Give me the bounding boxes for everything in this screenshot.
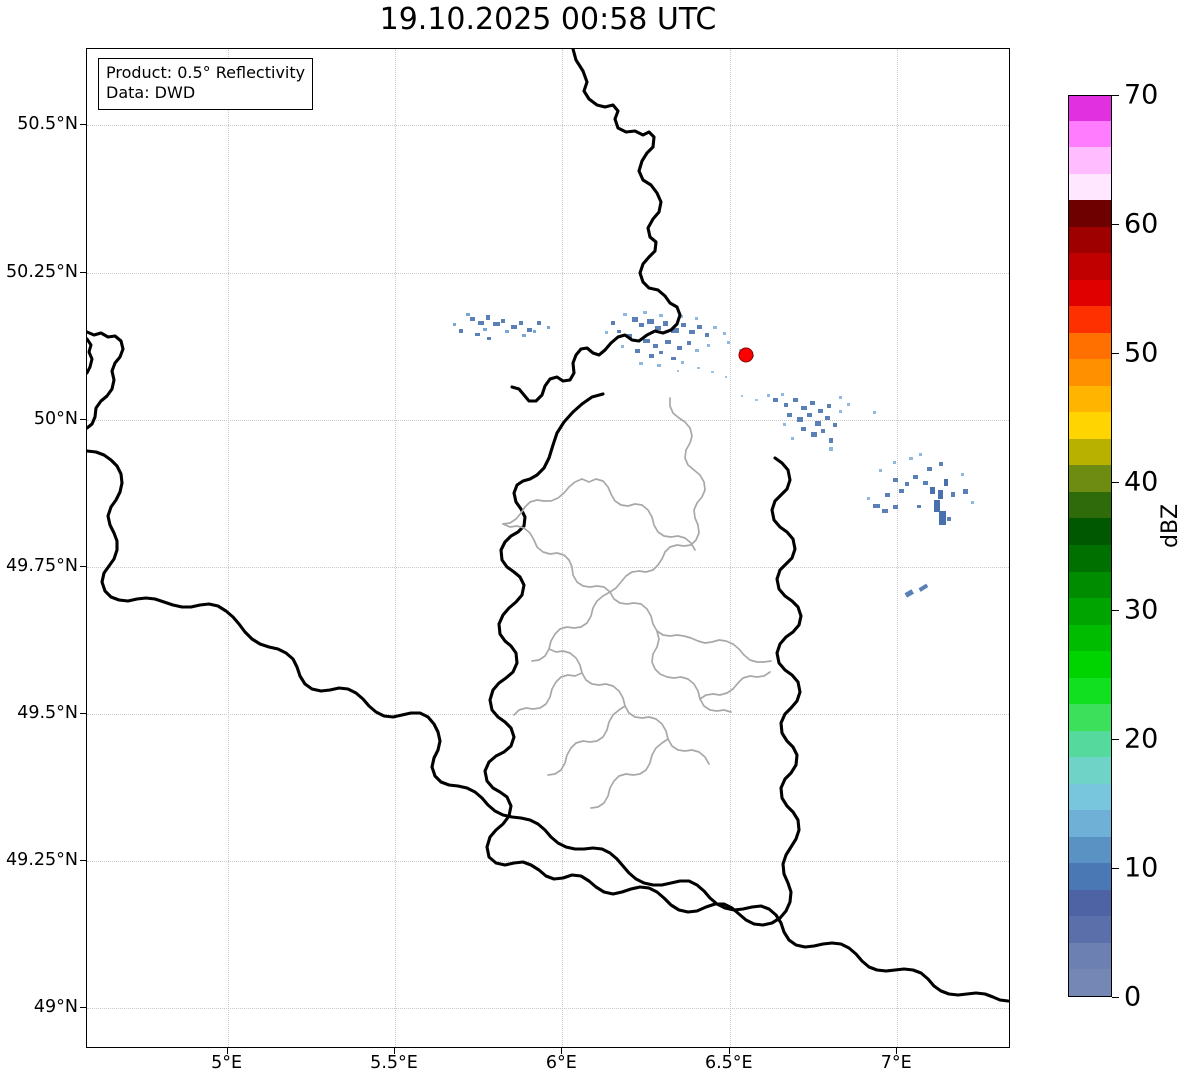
colorbar-band-28 bbox=[1069, 226, 1111, 254]
colorbar-band-27 bbox=[1069, 252, 1111, 280]
colorbar-tick-1 bbox=[1112, 868, 1119, 870]
colorbar-tick-label-5: 50 bbox=[1124, 337, 1159, 369]
colorbar-band-25 bbox=[1069, 305, 1111, 333]
lon-tick-mark-0 bbox=[226, 1048, 228, 1054]
lon-tick-label-3: 6.5°E bbox=[704, 1053, 753, 1073]
colorbar-tick-label-2: 20 bbox=[1124, 723, 1159, 755]
lon-tick-label-0: 5°E bbox=[211, 1053, 243, 1073]
colorbar[interactable] bbox=[1068, 95, 1112, 997]
colorbar-band-0 bbox=[1069, 968, 1111, 996]
colorbar-tick-label-0: 0 bbox=[1124, 981, 1142, 1013]
colorbar-tick-label-3: 30 bbox=[1124, 594, 1159, 626]
colorbar-tick-label-7: 70 bbox=[1124, 79, 1159, 111]
colorbar-band-3 bbox=[1069, 889, 1111, 917]
colorbar-tick-7 bbox=[1112, 95, 1119, 96]
colorbar-gradient bbox=[1068, 95, 1112, 997]
colorbar-tick-3 bbox=[1112, 610, 1119, 612]
colorbar-tick-0 bbox=[1112, 997, 1119, 998]
lon-tick-mark-3 bbox=[728, 1048, 730, 1054]
colorbar-tick-2 bbox=[1112, 739, 1119, 741]
colorbar-band-7 bbox=[1069, 783, 1111, 811]
lat-tick-label-4: 49.5°N bbox=[17, 702, 78, 723]
lon-tick-label-4: 7°E bbox=[880, 1053, 912, 1073]
colorbar-tick-5 bbox=[1112, 352, 1119, 354]
colorbar-band-24 bbox=[1069, 332, 1111, 360]
product-info-box: Product: 0.5° Reflectivity Data: DWD bbox=[98, 58, 314, 110]
lat-tick-label-3: 49.75°N bbox=[6, 555, 78, 576]
colorbar-band-26 bbox=[1069, 279, 1111, 307]
lat-tick-mark-2 bbox=[80, 418, 86, 420]
colorbar-band-17 bbox=[1069, 517, 1111, 545]
page-title: 19.10.2025 00:58 UTC bbox=[379, 2, 717, 37]
colorbar-tick-label-4: 40 bbox=[1124, 466, 1159, 498]
colorbar-band-8 bbox=[1069, 756, 1111, 784]
lat-tick-label-1: 50.25°N bbox=[6, 261, 78, 282]
colorbar-axis-label: dBZ bbox=[1158, 503, 1183, 548]
colorbar-band-20 bbox=[1069, 438, 1111, 466]
lat-tick-label-5: 49.25°N bbox=[6, 849, 78, 870]
lat-tick-label-0: 50.5°N bbox=[17, 114, 78, 135]
colorbar-band-29 bbox=[1069, 199, 1111, 227]
lon-tick-mark-2 bbox=[561, 1048, 563, 1054]
colorbar-band-12 bbox=[1069, 650, 1111, 678]
radar-map-plot[interactable] bbox=[86, 48, 1010, 1048]
colorbar-band-22 bbox=[1069, 385, 1111, 413]
legend-product-line: Product: 0.5° Reflectivity bbox=[106, 63, 306, 82]
colorbar-band-23 bbox=[1069, 358, 1111, 386]
colorbar-band-5 bbox=[1069, 836, 1111, 864]
lon-tick-mark-4 bbox=[896, 1048, 898, 1054]
colorbar-band-10 bbox=[1069, 703, 1111, 731]
radar-site-marker[interactable] bbox=[738, 347, 754, 363]
lat-tick-mark-3 bbox=[80, 565, 86, 567]
colorbar-band-4 bbox=[1069, 862, 1111, 890]
colorbar-band-21 bbox=[1069, 411, 1111, 439]
lon-tick-mark-1 bbox=[394, 1048, 395, 1054]
colorbar-tick-4 bbox=[1112, 481, 1119, 483]
admin-boundaries bbox=[502, 397, 772, 809]
colorbar-band-18 bbox=[1069, 491, 1111, 519]
colorbar-tick-label-6: 60 bbox=[1124, 208, 1159, 240]
colorbar-band-30 bbox=[1069, 173, 1111, 201]
colorbar-band-32 bbox=[1069, 119, 1111, 148]
colorbar-band-9 bbox=[1069, 730, 1111, 758]
colorbar-band-1 bbox=[1069, 942, 1111, 970]
lon-tick-label-1: 5.5°E bbox=[370, 1053, 418, 1073]
colorbar-band-31 bbox=[1069, 146, 1111, 174]
lat-tick-mark-1 bbox=[80, 271, 86, 273]
lat-tick-mark-5 bbox=[80, 859, 86, 861]
radar-echo-layer bbox=[453, 311, 974, 598]
lon-tick-label-2: 6°E bbox=[545, 1053, 577, 1073]
lat-tick-mark-4 bbox=[80, 712, 86, 714]
map-clip-region bbox=[87, 49, 1009, 1047]
map-geography bbox=[87, 49, 1009, 1003]
colorbar-band-6 bbox=[1069, 809, 1111, 837]
colorbar-band-16 bbox=[1069, 544, 1111, 572]
colorbar-band-33 bbox=[1069, 96, 1111, 121]
colorbar-band-19 bbox=[1069, 464, 1111, 492]
colorbar-band-15 bbox=[1069, 570, 1111, 599]
colorbar-tick-label-1: 10 bbox=[1124, 852, 1159, 884]
lat-tick-mark-0 bbox=[80, 124, 86, 126]
colorbar-band-14 bbox=[1069, 597, 1111, 625]
colorbar-band-13 bbox=[1069, 624, 1111, 652]
colorbar-tick-6 bbox=[1112, 223, 1119, 225]
lat-tick-mark-6 bbox=[80, 1006, 86, 1008]
legend-data-line: Data: DWD bbox=[106, 83, 196, 103]
lat-tick-label-6: 49°N bbox=[33, 996, 78, 1017]
colorbar-band-2 bbox=[1069, 915, 1111, 943]
lat-tick-label-2: 50°N bbox=[33, 408, 78, 429]
colorbar-band-11 bbox=[1069, 677, 1111, 705]
country-borders bbox=[483, 49, 803, 927]
